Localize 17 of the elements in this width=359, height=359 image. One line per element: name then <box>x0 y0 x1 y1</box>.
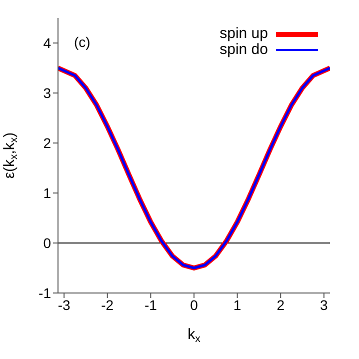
y-tick-label: 0 <box>43 234 52 251</box>
y-tick-label: 3 <box>43 84 52 101</box>
y-tick-label: -1 <box>38 284 52 301</box>
x-tick-label: 0 <box>190 296 198 313</box>
x-tick-label: -2 <box>101 296 114 313</box>
y-tick-label: 4 <box>43 34 52 51</box>
annotation: (c) <box>74 34 90 50</box>
x-tick-label: -3 <box>58 296 70 313</box>
x-tick-label: 3 <box>320 296 328 313</box>
legend-label: spin up <box>220 25 268 42</box>
x-tick-label: 2 <box>276 296 285 313</box>
y-tick-label: 2 <box>43 134 52 151</box>
legend-label: spin do <box>220 41 268 58</box>
x-tick-label: -1 <box>144 296 158 313</box>
y-tick-label: 1 <box>43 184 52 201</box>
x-tick-label: 1 <box>233 296 242 313</box>
x-axis-title: k$_{x}$ <box>188 326 202 346</box>
